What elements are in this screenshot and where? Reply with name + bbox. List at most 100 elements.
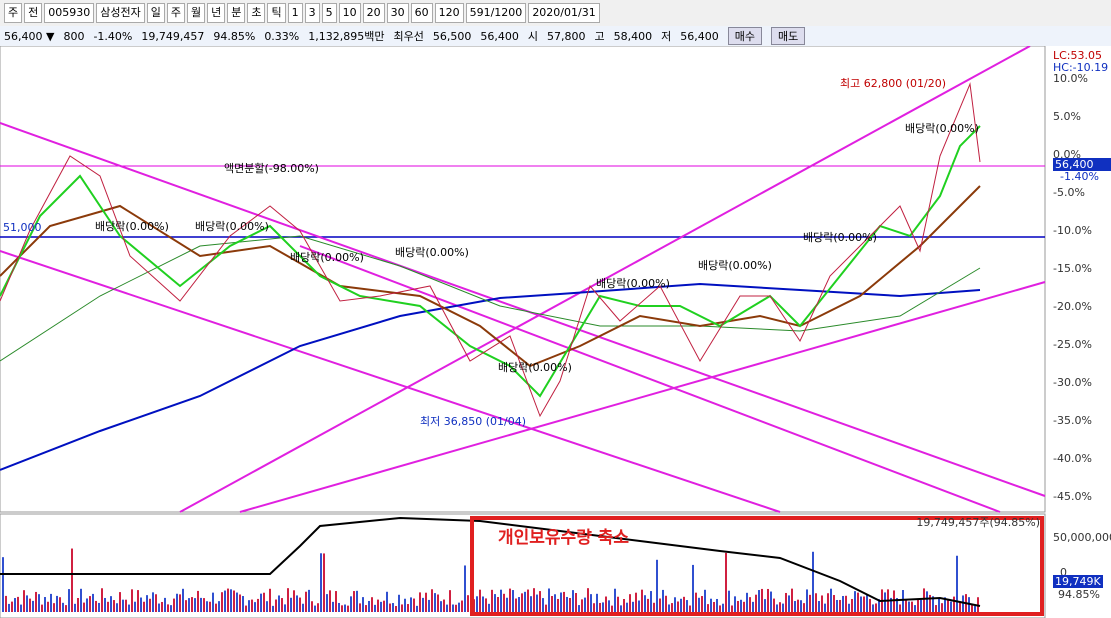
info-item: 19,749,457 (141, 29, 205, 43)
toolbar-item[interactable]: 월 (186, 3, 206, 23)
volume-bar (299, 597, 301, 612)
volume-bar (74, 603, 76, 612)
volume-bar (512, 590, 514, 612)
volume-bar (554, 594, 556, 612)
volume-bar (899, 604, 901, 612)
volume-bar (911, 601, 913, 612)
volume-bar (407, 604, 409, 612)
toolbar-item[interactable]: 5 (321, 3, 337, 23)
toolbar-item[interactable]: 초 (247, 3, 266, 23)
axis-label: -30.0% (1053, 376, 1092, 389)
volume-bar (629, 594, 631, 612)
toolbar-item[interactable]: 주 (4, 3, 23, 23)
volume-bar (875, 603, 877, 612)
volume-bar (365, 605, 367, 612)
volume-bar (545, 604, 547, 612)
toolbar-item[interactable]: 60 (410, 3, 433, 23)
volume-bar (464, 565, 466, 612)
volume-bar (107, 601, 109, 612)
volume-bar (569, 598, 571, 612)
toolbar-item[interactable]: 120 (434, 3, 464, 23)
volume-bar (944, 597, 946, 612)
toolbar-item[interactable]: 년 (207, 3, 226, 23)
volume-bar (167, 604, 169, 612)
volume-bar (923, 588, 925, 612)
axis-label: 0.0% (1053, 148, 1081, 161)
volume-bar (959, 602, 961, 612)
volume-bar (305, 591, 307, 612)
toolbar-item[interactable]: 10 (338, 3, 361, 23)
toolbar-item[interactable]: 주 (166, 3, 185, 23)
volume-bar (41, 604, 43, 612)
toolbar-item[interactable]: 1 (287, 3, 303, 23)
order-button[interactable]: 매도 (771, 27, 806, 45)
axis-label: -20.0% (1053, 300, 1092, 313)
volume-bar (578, 605, 580, 612)
volume-bar (755, 594, 757, 612)
volume-bar (62, 602, 64, 612)
volume-bar (140, 597, 142, 612)
volume-bar (668, 604, 670, 612)
volume-bar (614, 588, 616, 612)
volume-bar (683, 596, 685, 612)
volume-bar (821, 595, 823, 612)
volume-bar (134, 601, 136, 612)
volume-bar (47, 601, 49, 612)
volume-bar (101, 588, 103, 612)
toolbar-item[interactable]: 30 (386, 3, 409, 23)
toolbar-item[interactable]: 분 (227, 3, 246, 23)
volume-bar (656, 559, 658, 612)
volume-bar (902, 590, 904, 612)
toolbar-item[interactable]: 591/1200 (465, 3, 527, 23)
volume-bar (404, 598, 406, 612)
volume-bar (2, 557, 4, 612)
volume-bar (692, 564, 694, 612)
toolbar-item[interactable]: 삼성전자 (96, 3, 145, 23)
volume-bar (8, 603, 10, 612)
info-item: -1.40% (93, 29, 133, 43)
toolbar-item[interactable]: 2020/01/31 (528, 3, 600, 23)
volume-bar (872, 604, 874, 612)
toolbar-item[interactable]: 틱 (267, 3, 286, 23)
toolbar-item[interactable]: 일 (146, 3, 165, 23)
volume-bar (374, 604, 376, 612)
volume-bar (947, 600, 949, 612)
order-button[interactable]: 매수 (727, 27, 762, 45)
info-item: 최우선 (393, 30, 424, 43)
volume-bar (344, 604, 346, 612)
volume-bar (752, 601, 754, 612)
volume-bar (293, 590, 295, 612)
volume-bar (449, 590, 451, 612)
volume-bar (914, 605, 916, 612)
toolbar-item[interactable]: 005930 (44, 3, 95, 23)
price-line (0, 82, 981, 418)
volume-bar (182, 588, 184, 612)
volume-bar (767, 588, 769, 612)
volume-bar (509, 588, 511, 612)
volume-bar (815, 593, 817, 612)
volume-bar (149, 598, 151, 612)
volume-bar (116, 603, 118, 612)
volume-bar (551, 596, 553, 612)
volume-bar (248, 600, 250, 612)
volume-bar (260, 593, 262, 612)
volume-bar (23, 590, 25, 612)
volume-bar (179, 594, 181, 612)
volume-bar (830, 588, 832, 612)
toolbar-item[interactable]: 전 (24, 3, 43, 23)
volume-bar (338, 602, 340, 612)
toolbar-item[interactable]: 3 (304, 3, 320, 23)
volume-bar (662, 589, 664, 612)
volume-bar (581, 599, 583, 612)
volume-bar (728, 590, 730, 612)
volume-bar (14, 598, 16, 612)
volume-bar (281, 598, 283, 612)
volume-bar (503, 593, 505, 612)
volume-bar (779, 602, 781, 612)
price-label: 56,400 (1055, 158, 1094, 171)
volume-bar (533, 588, 535, 612)
toolbar-item[interactable]: 20 (362, 3, 385, 23)
volume-bar (920, 599, 922, 612)
volume-bar (941, 603, 943, 612)
volume-bar (497, 597, 499, 612)
